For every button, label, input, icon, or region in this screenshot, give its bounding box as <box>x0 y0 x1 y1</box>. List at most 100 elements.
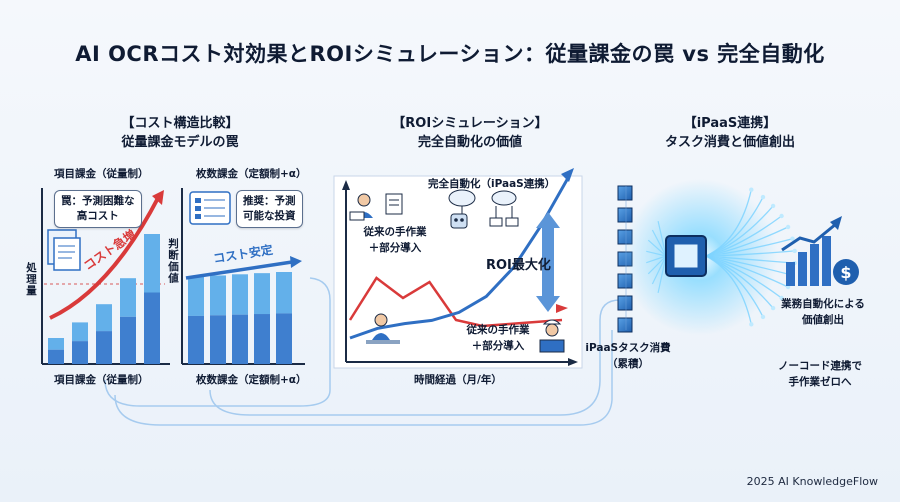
ray-node <box>749 322 754 327</box>
middle-section-heading: 【ROIシミュレーション】 完全自動化の価値 <box>370 114 570 152</box>
task-cube <box>617 317 633 333</box>
light-ray <box>705 255 795 264</box>
chart1-warning-bubble: 罠：予測困難な 高コスト <box>54 190 142 228</box>
document-icon <box>47 229 81 271</box>
bar-dark <box>72 341 88 364</box>
bar-light <box>120 278 136 317</box>
input-ray <box>657 220 667 257</box>
manual-bottom-label: 従来の手作業 ＋部分導入 <box>460 322 536 354</box>
right-section-heading: 【iPaaS連携】 タスク消費と価値創出 <box>630 114 830 152</box>
cloud-icon <box>448 189 476 214</box>
chart1 <box>41 188 170 365</box>
ray-node <box>760 314 766 320</box>
ray-node <box>770 203 776 209</box>
chart1-bubble-line1: 罠：予測困難な <box>61 195 135 207</box>
roi-x-axis-label: 時間経過（月/年） <box>414 374 502 386</box>
value-creation-label: 業務自動化による 価値創出 <box>768 296 878 328</box>
left-section-heading: 【コスト構造比較】 従量課金モデルの罠 <box>80 114 280 152</box>
value-label-line1: 業務自動化による <box>781 298 865 310</box>
robot-icon <box>450 213 468 229</box>
bar-light <box>188 276 204 316</box>
right-heading-line2: タスク消費と価値創出 <box>664 135 795 150</box>
flow-line-2 <box>209 299 621 416</box>
light-ray <box>705 250 795 257</box>
input-ray <box>646 250 667 257</box>
chart1-bars <box>48 234 160 364</box>
network-icon <box>489 190 519 227</box>
ipaas-processor <box>622 179 797 335</box>
bar-light <box>48 338 64 350</box>
worker-icon <box>349 193 373 221</box>
dollar-icon: $ <box>840 263 851 282</box>
value-label-line2: 価値創出 <box>802 314 844 326</box>
input-ray <box>651 229 667 257</box>
ray-node <box>792 248 797 254</box>
chart2-recommend-bubble: 推奨：予測 可能な投資 <box>236 190 303 228</box>
form-icon <box>189 191 231 225</box>
task-label-line1: iPaaSタスク消費 <box>585 342 671 354</box>
input-ray <box>647 255 667 275</box>
roi-manual-arrow-head <box>556 304 568 313</box>
manual-bottom-line2: ＋部分導入 <box>471 340 525 352</box>
left-heading-line1: 【コスト構造比較】 <box>121 116 239 131</box>
ray-node <box>760 194 766 200</box>
chart2 <box>181 188 305 365</box>
manual-top-line1: 従来の手作業 <box>363 226 427 238</box>
desk-worker-icon <box>366 313 400 344</box>
input-ray <box>651 255 667 285</box>
middle-heading-line1: 【ROIシミュレーション】 <box>392 116 548 131</box>
flow-lines <box>104 277 621 426</box>
input-ray <box>647 239 667 257</box>
task-label-line2: （累積） <box>607 358 649 370</box>
flow-line-3 <box>114 330 613 426</box>
roi-manual-line <box>348 276 563 328</box>
bar-dark <box>120 316 136 364</box>
chart2-stable-arrow-head <box>290 256 302 268</box>
full-auto-label: 完全自動化（iPaaS連携） <box>428 178 556 190</box>
chart2-stable-arrow <box>185 260 293 280</box>
chart1-axis-label: 処理量 <box>25 262 37 297</box>
roi-auto-line <box>349 177 570 340</box>
ray-node <box>779 295 784 301</box>
bar-dark <box>144 292 160 364</box>
roi-chart <box>333 168 583 369</box>
task-cube <box>617 295 633 311</box>
chart2-bottom-label: 枚数課金（定額制+α） <box>196 374 307 386</box>
input-ray <box>657 255 667 294</box>
footer-credit: 2025 AI KnowledgeFlow <box>746 475 878 488</box>
nocode-line2: 手作業ゼロへ <box>788 376 852 388</box>
light-rays <box>646 187 797 327</box>
right-heading-line1: 【iPaaS連携】 <box>683 116 777 131</box>
manual-top-line2: ＋部分導入 <box>368 242 422 254</box>
bar-light <box>254 273 270 315</box>
ray-node <box>790 236 795 241</box>
ray-node <box>749 187 754 192</box>
bar-dark <box>232 314 248 364</box>
chart2-bubble-line2: 可能な投資 <box>243 210 296 222</box>
bar-light <box>72 322 88 342</box>
roi-double-arrow <box>536 212 560 312</box>
chart2-bars <box>188 272 292 364</box>
roi-auto-arrow-head <box>561 168 574 182</box>
left-heading-line2: 従量課金モデルの罠 <box>121 135 239 150</box>
chart1-bottom-label: 項目課金（従量制） <box>54 374 149 386</box>
bar-dark <box>210 315 226 364</box>
bar-light <box>210 275 226 316</box>
chart2-top-label: 枚数課金（定額制+α） <box>196 168 307 180</box>
manual-top-label: 従来の手作業 ＋部分導入 <box>360 224 430 256</box>
bar-light <box>232 274 248 315</box>
chart2-axis-label: 判断価値 <box>167 238 179 284</box>
page-title: AI OCRコスト対効果とROIシミュレーション：従量課金の罠 vs 完全自動化 <box>75 42 825 66</box>
bar-dark <box>254 314 270 364</box>
paper-icon <box>385 193 403 215</box>
nocode-line1: ノーコード連携で <box>778 360 862 372</box>
input-ray <box>646 255 667 264</box>
bar-dark <box>48 349 64 364</box>
task-consumption-label: iPaaSタスク消費 （累積） <box>578 340 678 372</box>
bar-light <box>96 304 112 332</box>
task-cubes <box>617 185 633 333</box>
roi-max-label: ROI最大化 <box>486 258 551 273</box>
nocode-label: ノーコード連携で 手作業ゼロへ <box>760 358 880 390</box>
ray-node <box>779 213 784 219</box>
